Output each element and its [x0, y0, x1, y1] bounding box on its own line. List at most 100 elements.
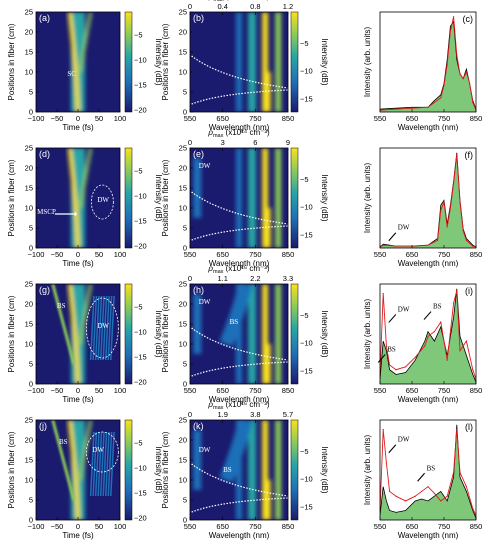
colorbar [124, 283, 133, 385]
annotation-dw: DW [199, 298, 211, 306]
dw-fringe [102, 295, 108, 361]
y-tick-label: 25 [179, 416, 187, 425]
y-axis-label: Positions in fiber (cm) [161, 159, 170, 236]
dw-ellipse [90, 184, 114, 220]
simulation-point [472, 507, 474, 510]
spectral-evolution-panel: 550 650 750 850 0 3 6 9 ρmax (x10¹⁴ cm⁻³) 0 5 10 15 2… [161, 128, 329, 268]
x-tick-label: −50 [51, 386, 64, 395]
y-tick-label: 10 [25, 204, 33, 213]
rho-guide-upper [191, 55, 288, 89]
y-axis-label: Intensity (arb. units) [363, 435, 372, 506]
spectral-band [236, 148, 242, 248]
dw-fringe [110, 431, 115, 497]
colorbar-label: Intensity (dB) [320, 174, 329, 221]
spectrum-panel: 550 650 750 850 Wavelength (nm) Intensity (ar… [363, 11, 483, 132]
spectral-heatmap [190, 420, 288, 520]
annotation-dw: DW [97, 196, 109, 204]
plot-frame [189, 11, 289, 113]
dw-fringe [107, 295, 113, 361]
plot-frame [189, 419, 289, 521]
x-tick-label: 650 [216, 114, 229, 123]
colorbar-tick-label: −15 [134, 489, 147, 498]
x-tick-label: 850 [282, 250, 295, 259]
simulation-point [389, 490, 391, 493]
spectrum-plot [380, 424, 476, 520]
soliton-branch [78, 420, 93, 481]
simulation-point [472, 369, 474, 371]
x-tick-label: 550 [184, 114, 197, 123]
heatmap-glow [193, 148, 282, 248]
x-tick-label: 850 [470, 250, 483, 259]
annotation-bs: BS [57, 302, 66, 310]
simulation-point [427, 106, 429, 108]
heatmap-glow [193, 284, 282, 384]
y-tick-label: 15 [179, 456, 187, 465]
y-tick-label: 0 [183, 108, 187, 117]
panel-label: (f) [465, 150, 474, 160]
colorbar [124, 419, 133, 521]
colorbar [124, 11, 133, 113]
y-axis-label: Positions in fiber (cm) [7, 295, 16, 372]
soliton-branch [78, 12, 93, 73]
simulation-point [414, 495, 416, 497]
colorbar-tick-label: −10 [300, 203, 313, 212]
simulation-point [449, 30, 451, 32]
heatmap-glow [67, 420, 93, 520]
x-axis-label: Wavelength (nm) [209, 259, 270, 268]
bs-band [219, 284, 253, 347]
panel-label: (a) [39, 13, 50, 23]
x-tick-label: 750 [438, 386, 451, 395]
x-tick-label: −100 [28, 250, 45, 259]
simulation-point [465, 486, 467, 488]
dw-band [193, 294, 202, 354]
simulation-point [456, 54, 458, 56]
x-tick-label: 850 [470, 522, 483, 531]
rho-guide-lower [191, 89, 288, 105]
top-tick-label: 3.8 [250, 410, 260, 419]
simulation-point [405, 366, 407, 368]
colorbar-tick-label: −10 [300, 475, 313, 484]
x-tick-label: −50 [51, 114, 64, 123]
dw-band [193, 430, 202, 490]
y-tick-label: 25 [179, 144, 187, 153]
experimental-area [380, 21, 476, 112]
top-tick-label: 0 [188, 410, 192, 419]
soliton-core [67, 284, 80, 384]
y-tick-label: 25 [25, 144, 33, 153]
simulation-point [462, 230, 464, 232]
dw-fringe [104, 431, 110, 497]
top-axis-label: ρmax (x10¹⁴ cm⁻³) [207, 128, 270, 139]
x-tick-label: 750 [438, 522, 451, 531]
y-tick-label: 25 [25, 416, 33, 425]
x-tick-label: 850 [470, 114, 483, 123]
colorbar-tick-label: −10 [300, 339, 313, 348]
rho-guide-upper [191, 191, 288, 225]
time-heatmap [36, 148, 120, 248]
x-tick-label: 100 [114, 386, 127, 395]
colorbar-tick-label: −10 [134, 192, 147, 201]
heatmap-glow [67, 12, 93, 112]
spectral-band [248, 284, 257, 384]
annotation-bs: BS [387, 345, 396, 353]
colorbar-tick-label: −10 [300, 67, 313, 76]
rho-guide-lower [191, 497, 288, 513]
spectral-heatmap [190, 12, 288, 112]
top-tick-label: 0.8 [250, 2, 260, 11]
dw-fringe [99, 431, 105, 497]
x-tick-label: 750 [438, 114, 451, 123]
simulation-point [443, 84, 445, 86]
colorbar-tick-label: −15 [134, 353, 147, 362]
annotation-dw: DW [199, 446, 211, 454]
plot-frame [379, 11, 477, 113]
pump-band [262, 208, 271, 248]
annotation-dw: DW [398, 305, 410, 313]
time-heatmap [36, 420, 120, 520]
colorbar-tick-label: −5 [300, 311, 309, 320]
y-tick-label: 20 [25, 28, 33, 37]
annotation-dw: DW [398, 436, 410, 444]
annotation-mscp: MSCP [37, 208, 56, 216]
spectrum-panel: 550 650 750 850 Wavelength (nm) Intensity (ar… [363, 147, 483, 268]
panel-label: (h) [193, 285, 204, 295]
